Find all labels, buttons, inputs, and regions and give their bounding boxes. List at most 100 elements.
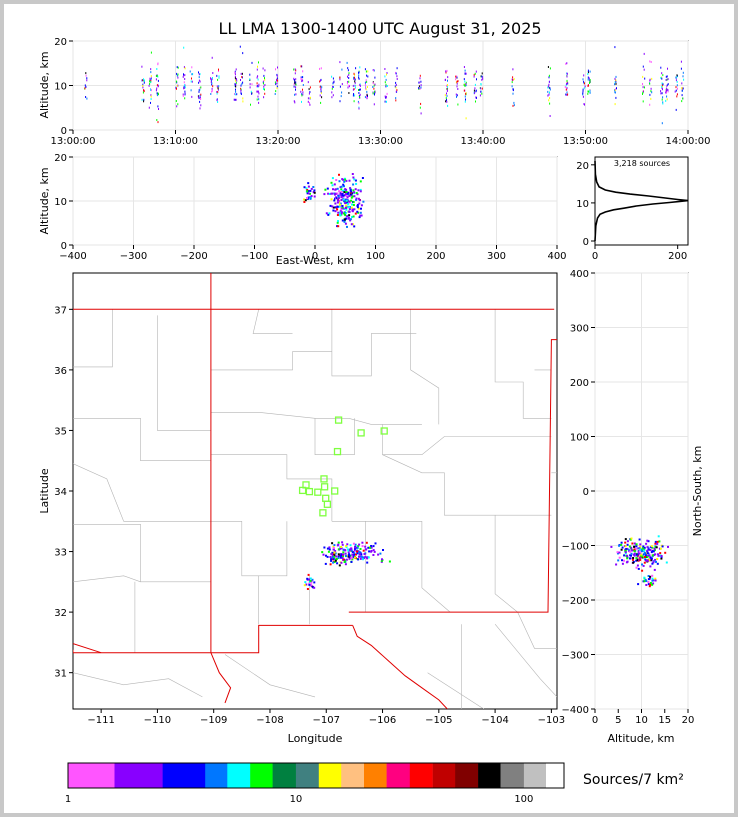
source-point [420,84,422,87]
source-point [249,78,251,81]
source-point [241,72,243,75]
colorbar-cell [205,763,228,788]
source-point [331,177,334,180]
source-point [334,206,337,209]
y-tick-label: 0 [583,487,589,498]
x-tick-label: −105 [425,715,452,726]
county-line [494,515,518,613]
source-point [360,214,363,217]
source-point [377,553,380,556]
source-point [385,85,387,88]
source-point [548,74,550,77]
source-point [240,72,242,75]
y-tick-label: 20 [54,153,67,164]
source-point [348,208,351,211]
source-point [333,183,336,186]
source-point [212,77,213,79]
source-point [649,60,651,63]
source-point [358,551,361,554]
source-point [583,87,585,90]
source-point [680,67,682,70]
source-point [198,73,200,76]
y-tick-label: 300 [570,324,589,335]
source-point [548,76,550,79]
source-point [294,72,296,75]
source-point [308,92,310,95]
source-point [330,192,333,195]
source-point [326,555,329,558]
source-point [148,106,150,109]
source-point [155,75,157,77]
source-point [339,186,342,189]
source-point [276,77,278,80]
source-point [681,82,683,85]
source-point [309,197,312,200]
county-line [157,315,211,431]
source-point [566,72,568,75]
source-point [456,94,458,97]
source-point [587,73,589,75]
altitude-northsouth-panel: 0 5 10 15 20 −400 −300 −200 −100 0 100 200 300 400 Al… [562,269,704,745]
source-point [356,546,359,549]
source-point [300,90,302,93]
source-point [662,96,664,99]
source-point [302,76,304,79]
source-point [348,554,351,557]
source-point [352,189,355,192]
source-point [626,543,629,546]
state-line [352,625,448,709]
source-point [356,210,359,213]
source-point [212,85,214,88]
source-point [367,75,369,78]
source-point [234,93,235,95]
source-point [240,79,241,81]
source-point [481,75,483,78]
source-point [395,72,397,75]
source-point [353,553,356,556]
altitude-eastwest-ticks: −400 −300 −200 −100 0 100 200 300 400 0 10 20 [54,153,566,262]
source-point [210,77,212,80]
source-point [365,88,367,91]
station-marker [357,429,365,437]
source-point [332,85,334,88]
source-point [475,70,477,73]
source-point [359,548,362,550]
source-point [332,545,335,548]
source-point [665,99,667,102]
source-point [347,548,350,551]
source-point [638,547,641,550]
source-point [385,95,387,98]
source-point [463,89,465,92]
source-point [348,80,350,83]
source-point [293,100,295,103]
source-point [143,78,144,81]
source-point [303,198,306,201]
source-point [681,89,683,92]
source-point [630,552,633,555]
colorbar-cell [162,763,206,788]
source-point [352,176,355,179]
source-point [321,551,324,554]
source-point [240,84,242,87]
source-point [482,77,484,80]
x-tick-label: −108 [256,715,283,726]
source-point [264,88,265,91]
source-point [328,548,331,551]
source-point [455,75,457,78]
source-point [176,66,178,69]
source-point [420,80,422,83]
source-point [321,96,323,99]
source-point [548,99,550,102]
source-point [419,77,421,80]
source-point [353,191,356,194]
source-point [662,85,663,88]
source-point [332,94,334,97]
source-point [395,86,397,89]
source-point [386,85,388,87]
source-point [341,68,343,71]
source-point [645,580,648,582]
source-point [340,185,343,188]
source-point [382,549,384,551]
source-point [250,103,251,106]
source-point [234,71,236,74]
